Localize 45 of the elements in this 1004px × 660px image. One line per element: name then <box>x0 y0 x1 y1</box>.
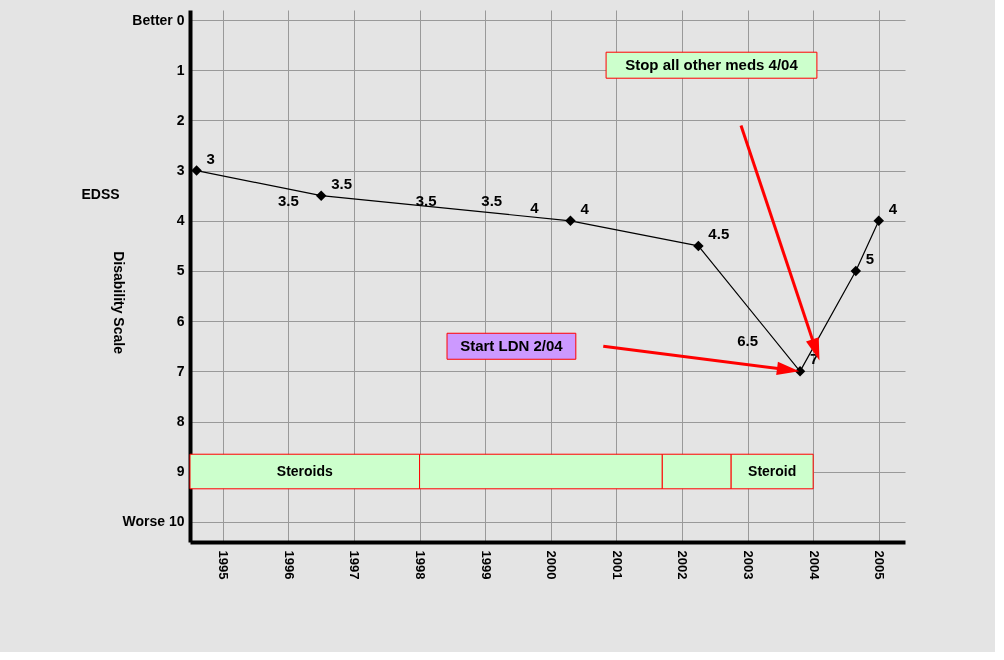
data-label: 3.5 <box>331 174 353 192</box>
annotation: 6.5 <box>737 332 758 350</box>
y-tick-label: 4 <box>176 212 185 229</box>
point <box>565 215 576 227</box>
x-tick-label: 2000 <box>544 550 560 580</box>
band-label: Steroid <box>748 462 797 479</box>
point <box>693 240 704 252</box>
data-label: 3 <box>206 149 215 167</box>
y-tick-label: Worse 10 <box>122 513 185 530</box>
point <box>315 190 327 201</box>
x-tick-label: 1995 <box>216 550 232 580</box>
x-tick-label: 1996 <box>281 550 297 580</box>
point <box>191 165 202 176</box>
data-label: 4.5 <box>708 224 730 242</box>
annotation: 3.5 <box>415 191 437 209</box>
annotation: 4 <box>530 199 540 217</box>
y-tick-label: Better 0 <box>132 11 185 28</box>
text: Disability Scale <box>111 251 127 355</box>
x-tick-label: 2005 <box>872 550 888 580</box>
band-label: Steroids <box>276 462 334 479</box>
data-label: 5 <box>865 249 875 267</box>
data-label: 4 <box>888 199 898 217</box>
y-tick-label: 5 <box>176 262 185 279</box>
y-tick-label: 9 <box>176 463 185 480</box>
x-tick-label: 1999 <box>478 550 494 580</box>
y-tick-label: 7 <box>176 362 185 379</box>
x-tick-label: 1997 <box>347 550 363 580</box>
x-tick-label: 2002 <box>675 550 691 580</box>
y-tick-label: 1 <box>176 61 185 78</box>
y-tick-label: 2 <box>176 111 185 128</box>
y-tick-label: 6 <box>176 312 185 329</box>
x-tick-label: 2003 <box>741 550 757 580</box>
annotation: Start LDN 2/04 <box>460 337 564 355</box>
annotation: 3.5 <box>277 191 299 209</box>
y-tick-label: 3 <box>176 162 185 179</box>
y-tick-label: 8 <box>176 413 185 430</box>
point <box>850 265 862 277</box>
x-tick-label: 2001 <box>609 550 625 580</box>
x-tick-label: 2004 <box>806 550 822 581</box>
data-label: 4 <box>580 199 590 217</box>
point <box>873 215 885 227</box>
annotation: Stop all other meds 4/04 <box>625 56 799 74</box>
x-tick-label: 1998 <box>413 550 429 580</box>
y-axis-title: EDSS <box>81 186 120 203</box>
annotation: 3.5 <box>481 191 503 209</box>
